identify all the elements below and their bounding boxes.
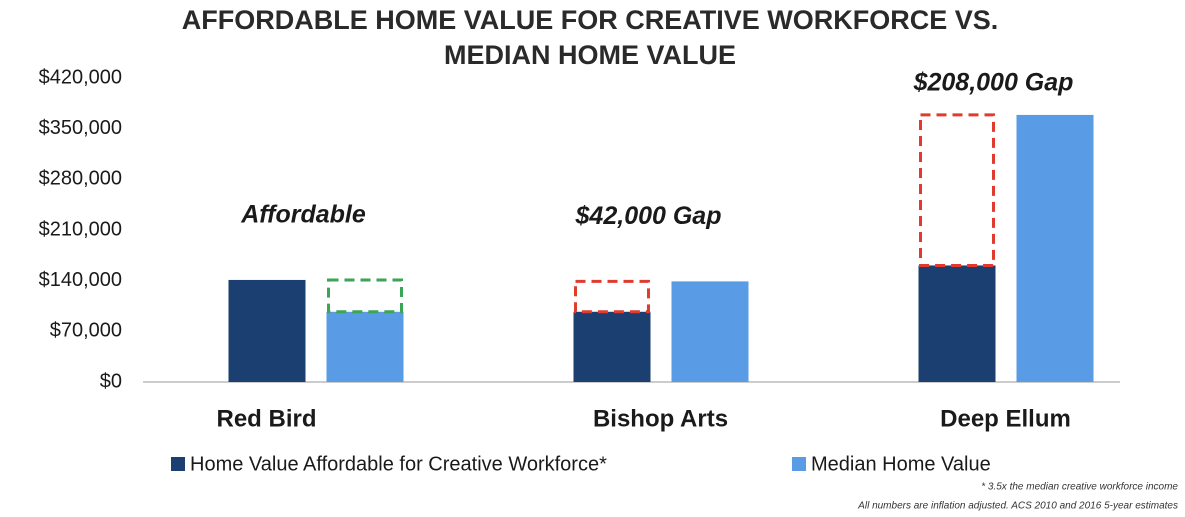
annotation: Affordable [240, 201, 366, 229]
legend-swatch [792, 457, 806, 471]
y-tick-label: $420,000 [39, 66, 122, 88]
bar [326, 311, 404, 382]
annotation: $42,000 Gap [575, 202, 722, 230]
y-tick-label: $140,000 [39, 269, 122, 291]
x-tick-label: Deep Ellum [940, 405, 1071, 432]
chart-title: MEDIAN HOME VALUE [444, 40, 736, 70]
bar [1016, 114, 1094, 383]
gap-box [919, 113, 995, 267]
footnote: All numbers are inflation adjusted. ACS … [857, 501, 1178, 512]
legend-label: Home Value Affordable for Creative Workf… [190, 453, 607, 475]
x-tick-label: Red Bird [216, 405, 316, 432]
y-tick-label: $210,000 [39, 218, 122, 240]
annotation: $208,000 Gap [913, 69, 1074, 97]
bar [573, 311, 651, 382]
gap-box [574, 279, 650, 314]
bar [671, 281, 749, 382]
legend-swatch [171, 457, 185, 471]
y-tick-label: $350,000 [39, 117, 122, 139]
y-tick-label: $70,000 [50, 320, 122, 342]
legend-label: Median Home Value [811, 453, 991, 475]
bar [918, 265, 996, 382]
chart-title: AFFORDABLE HOME VALUE FOR CREATIVE WORKF… [182, 5, 999, 35]
y-tick-label: $0 [100, 370, 122, 392]
y-tick-label: $280,000 [39, 168, 122, 190]
x-tick-label: Bishop Arts [593, 405, 728, 432]
bar [228, 279, 306, 382]
footnote: * 3.5x the median creative workforce inc… [981, 482, 1178, 493]
gap-box [327, 278, 403, 314]
